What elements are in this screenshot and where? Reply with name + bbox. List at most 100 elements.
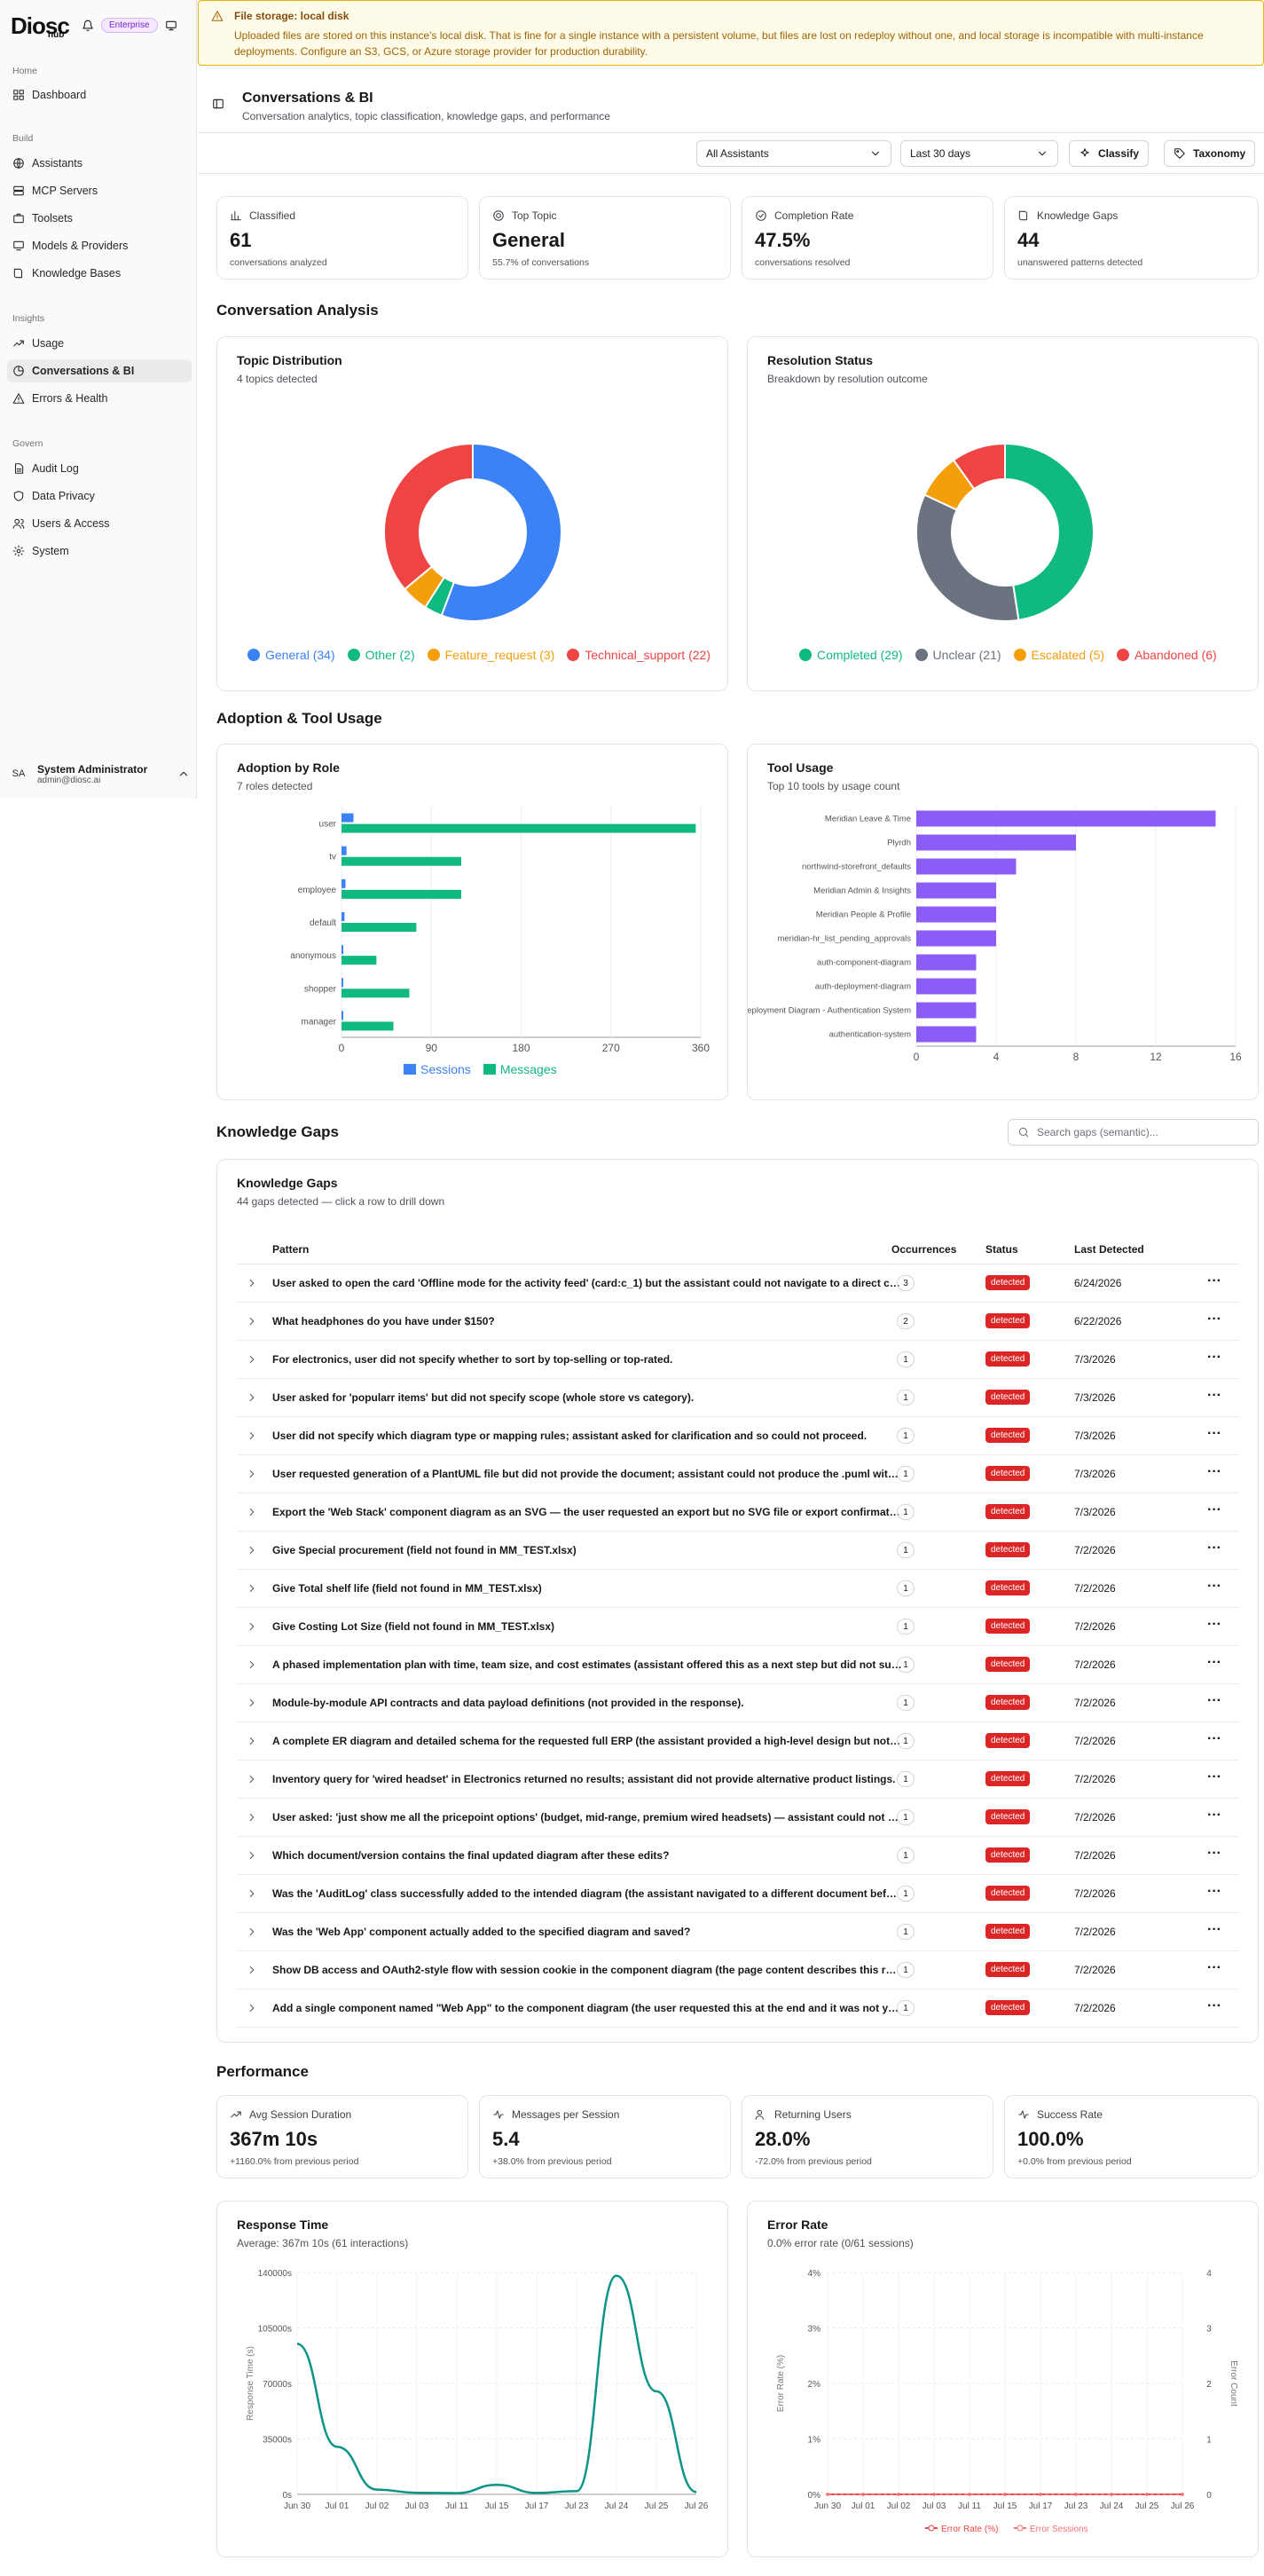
more-actions-icon[interactable]: ···	[1207, 1846, 1221, 1861]
more-actions-icon[interactable]: ···	[1207, 1540, 1221, 1556]
chevron-right-icon[interactable]	[246, 1353, 258, 1366]
series-point[interactable]	[897, 2493, 900, 2496]
pie-slice[interactable]	[383, 442, 474, 591]
sidebar-item-audit-log[interactable]: Audit Log	[7, 457, 192, 480]
series-point[interactable]	[826, 2493, 829, 2496]
bar[interactable]	[916, 1026, 977, 1043]
sidebar-item-dashboard[interactable]: Dashboard	[7, 83, 192, 106]
more-actions-icon[interactable]: ···	[1207, 1655, 1221, 1670]
bar[interactable]	[342, 945, 343, 955]
bar[interactable]	[342, 1021, 394, 1031]
table-row[interactable]: Show DB access and OAuth2-style flow wit…	[237, 1951, 1239, 1989]
bar[interactable]	[916, 930, 996, 947]
chevron-right-icon[interactable]	[246, 1658, 258, 1671]
more-actions-icon[interactable]: ···	[1207, 1769, 1221, 1784]
pie-slice[interactable]	[1004, 442, 1095, 621]
column-header-occurrences[interactable]: Occurrences	[891, 1243, 957, 1256]
date-range-select[interactable]: Last 30 days	[900, 140, 1058, 167]
user-menu[interactable]: SA System Administrator admin@diosc.ai	[7, 756, 190, 792]
chevron-right-icon[interactable]	[246, 1506, 258, 1518]
table-row[interactable]: A phased implementation plan with time, …	[237, 1646, 1239, 1684]
table-row[interactable]: Export the 'Web Stack' component diagram…	[237, 1493, 1239, 1532]
series-point[interactable]	[932, 2493, 936, 2496]
chevron-right-icon[interactable]	[246, 1926, 258, 1938]
bar[interactable]	[916, 858, 1017, 875]
chevron-right-icon[interactable]	[246, 1430, 258, 1442]
bar[interactable]	[342, 823, 696, 833]
bar[interactable]	[916, 954, 977, 971]
bar[interactable]	[342, 978, 343, 988]
sidebar-item-toolsets[interactable]: Toolsets	[7, 207, 192, 230]
bar[interactable]	[342, 813, 354, 823]
pie-slice[interactable]	[952, 442, 1006, 491]
more-actions-icon[interactable]: ···	[1207, 1312, 1221, 1327]
table-row[interactable]: User asked: 'just show me all the pricep…	[237, 1799, 1239, 1837]
series-point[interactable]	[1039, 2493, 1042, 2496]
series-line[interactable]	[296, 2274, 697, 2494]
more-actions-icon[interactable]: ···	[1207, 1960, 1221, 1975]
chevron-right-icon[interactable]	[246, 2002, 258, 2014]
more-actions-icon[interactable]: ···	[1207, 1617, 1221, 1632]
chevron-right-icon[interactable]	[246, 1811, 258, 1824]
more-actions-icon[interactable]: ···	[1207, 1808, 1221, 1823]
table-row[interactable]: Was the 'Web App' component actually add…	[237, 1913, 1239, 1951]
more-actions-icon[interactable]: ···	[1207, 1922, 1221, 1937]
bar[interactable]	[916, 810, 1216, 827]
more-actions-icon[interactable]: ···	[1207, 1350, 1221, 1365]
gaps-search-input[interactable]: Search gaps (semantic)...	[1008, 1119, 1259, 1146]
chevron-right-icon[interactable]	[246, 1887, 258, 1900]
more-actions-icon[interactable]: ···	[1207, 1502, 1221, 1517]
table-row[interactable]: Inventory query for 'wired headset' in E…	[237, 1761, 1239, 1799]
table-row[interactable]: For electronics, user did not specify wh…	[237, 1341, 1239, 1379]
sidebar-item-models[interactable]: Models & Providers	[7, 234, 192, 257]
table-row[interactable]: Give Costing Lot Size (field not found i…	[237, 1608, 1239, 1646]
chevron-right-icon[interactable]	[246, 1391, 258, 1404]
column-header-last-detected[interactable]: Last Detected	[1074, 1243, 1144, 1256]
sidebar-toggle-icon[interactable]	[212, 98, 224, 110]
bar[interactable]	[916, 978, 977, 995]
series-point[interactable]	[1181, 2493, 1184, 2496]
app-logo[interactable]: Diosc	[11, 12, 70, 39]
chevron-right-icon[interactable]	[246, 1697, 258, 1709]
table-row[interactable]: User asked to open the card 'Offline mod…	[237, 1264, 1239, 1303]
pie-slice[interactable]	[440, 442, 562, 622]
bar[interactable]	[916, 906, 996, 923]
series-point[interactable]	[1110, 2493, 1113, 2496]
table-row[interactable]: Was the 'AuditLog' class successfully ad…	[237, 1875, 1239, 1913]
column-header-status[interactable]: Status	[985, 1243, 1018, 1256]
sidebar-item-conversations-bi[interactable]: Conversations & BI	[7, 359, 192, 382]
table-row[interactable]: User asked for 'popularr items' but did …	[237, 1379, 1239, 1417]
table-row[interactable]: Give Total shelf life (field not found i…	[237, 1570, 1239, 1608]
series-point[interactable]	[968, 2493, 971, 2496]
chevron-right-icon[interactable]	[246, 1849, 258, 1862]
classify-button[interactable]: Classify	[1069, 140, 1150, 167]
bar[interactable]	[916, 1002, 977, 1019]
chevron-right-icon[interactable]	[246, 1315, 258, 1327]
bar[interactable]	[342, 878, 346, 888]
chevron-right-icon[interactable]	[246, 1735, 258, 1747]
chevron-right-icon[interactable]	[246, 1620, 258, 1633]
bar[interactable]	[342, 856, 461, 866]
pie-slice[interactable]	[915, 493, 1020, 622]
more-actions-icon[interactable]: ···	[1207, 1998, 1221, 2013]
series-point[interactable]	[1003, 2493, 1007, 2496]
bar[interactable]	[342, 956, 377, 965]
bar[interactable]	[342, 923, 417, 932]
taxonomy-button[interactable]: Taxonomy	[1164, 140, 1256, 167]
more-actions-icon[interactable]: ···	[1207, 1579, 1221, 1594]
series-point[interactable]	[861, 2493, 865, 2496]
sidebar-item-knowledge-bases[interactable]: Knowledge Bases	[7, 262, 192, 285]
assistant-select[interactable]: All Assistants	[696, 140, 891, 167]
table-row[interactable]: Which document/version contains the fina…	[237, 1837, 1239, 1875]
series-point[interactable]	[1074, 2493, 1078, 2496]
monitor-icon[interactable]	[165, 20, 177, 32]
chevron-right-icon[interactable]	[246, 1773, 258, 1785]
bar[interactable]	[342, 989, 410, 998]
more-actions-icon[interactable]: ···	[1207, 1388, 1221, 1403]
sidebar-item-assistants[interactable]: Assistants	[7, 152, 192, 175]
column-header-pattern[interactable]: Pattern	[272, 1243, 310, 1256]
sidebar-item-users-access[interactable]: Users & Access	[7, 512, 192, 535]
table-row[interactable]: Give Special procurement (field not foun…	[237, 1532, 1239, 1570]
table-row[interactable]: Add a single component named "Web App" t…	[237, 1989, 1239, 2028]
bell-icon[interactable]	[82, 20, 94, 32]
